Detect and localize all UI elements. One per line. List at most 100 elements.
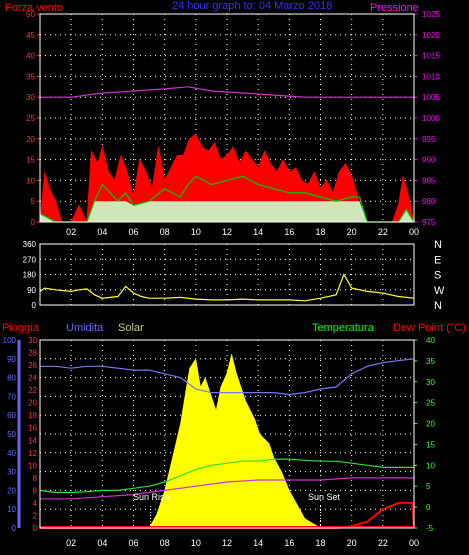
rain-tick-label: 4 [33,499,38,508]
direction-tick-label: 270 [23,255,37,264]
dew-point-line [40,477,414,500]
pressure-tick-label: 1015 [422,52,440,61]
x-tick-label-lower: 10 [191,538,201,548]
direction-tick-label: 180 [23,271,37,280]
humidity-tick-label: 90 [7,355,16,364]
temperature-tick-label: 15 [426,440,435,449]
humidity-tick-label: 20 [7,486,16,495]
humidity-tick-label: 10 [7,505,16,514]
wind-tick-label: 35 [26,72,35,81]
x-tick-label-upper: 08 [160,227,170,237]
humidity-tick-label: 40 [7,449,16,458]
x-tick-label-upper: 12 [222,227,232,237]
rain-tick-label: 20 [28,399,37,408]
chart-title: 24 hour graph to: 04 Marzo 2018 [172,0,332,12]
panel-frame [39,243,415,306]
humidity-tick-label: 30 [7,468,16,477]
humidity-line [40,358,415,396]
x-tick-label-upper: 00 [409,227,419,237]
sunrise-label: Sun Rise [133,492,170,502]
rain-axis-label: Pioggia [2,322,40,334]
temperature-line [39,458,414,494]
wind-tick-label: 5 [31,197,36,206]
rain-tick-label: 6 [33,486,38,495]
x-tick-label-upper: 04 [97,227,107,237]
rain-tick-label: 10 [28,461,37,470]
sunset-label: Sun Set [308,492,341,502]
x-tick-label-lower: 12 [222,538,232,548]
wind-tick-label: 25 [26,114,35,123]
humidity-tick-label: 0 [12,524,17,533]
humidity-tick-label: 50 [7,430,16,439]
x-tick-label-lower: 22 [378,538,388,548]
temperature-tick-label: 40 [426,336,435,345]
temperature-tick-label: 0 [426,503,431,512]
wind-light-band [40,201,414,222]
rain-tick-label: 14 [28,436,37,445]
wind-direction-panel: 0 N 90 E 180 S 270 W 360 N [23,239,445,312]
wind-tick-label: 30 [26,93,35,102]
wind-pressure-panel: 0510152025303540455097598098599099510001… [26,10,440,227]
humidity-tick-label: 100 [3,336,17,345]
x-tick-label-upper: 22 [378,227,388,237]
humidity-axis-label: Umidita [66,322,104,334]
rain-tick-label: 16 [28,424,37,433]
rain-humidity-solar-panel: 0102030405060708090100024681012141618202… [3,336,436,533]
compass-label: S [434,270,441,282]
x-tick-label-lower: 16 [284,538,294,548]
wind-tick-label: 15 [26,156,35,165]
pressure-tick-label: 1000 [422,114,440,123]
pressure-tick-label: 980 [422,197,436,206]
temperature-axis-label: Temperatura [312,322,375,334]
rain-tick-label: 12 [28,449,37,458]
pressure-tick-label: 1005 [422,93,440,102]
temperature-tick-label: 30 [426,378,435,387]
pressure-tick-label: 990 [422,156,436,165]
pressure-tick-label: 995 [422,135,436,144]
wind-tick-label: 40 [26,52,35,61]
direction-tick-label: 360 [23,240,37,249]
temperature-tick-label: 10 [426,461,435,470]
rain-tick-label: 22 [28,386,37,395]
pressure-tick-label: 1010 [422,72,440,81]
wind-axis-label: Forza vento [5,2,63,14]
rain-tick-label: 28 [28,349,37,358]
x-tick-label-upper: 02 [66,227,76,237]
wind-tick-label: 10 [26,176,35,185]
x-tick-label-lower: 06 [128,538,138,548]
x-tick-label-lower: 20 [347,538,357,548]
humidity-tick-label: 60 [7,411,16,420]
panel-frame [39,13,415,223]
x-tick-label-lower: 08 [160,538,170,548]
x-tick-label-lower: 14 [253,538,263,548]
rain-tick-label: 30 [28,336,37,345]
pressure-tick-label: 1020 [422,31,440,40]
x-tick-label-upper: 14 [253,227,263,237]
compass-label: N [434,300,442,312]
solar-axis-label: Solar [118,322,144,334]
temperature-tick-label: 35 [426,357,435,366]
x-tick-label-upper: 06 [128,227,138,237]
x-tick-label-upper: 18 [315,227,325,237]
wind-direction-line [39,273,415,302]
compass-label: N [434,239,442,251]
temperature-tick-label: 5 [426,482,431,491]
x-tick-label-lower: 18 [315,538,325,548]
compass-label: W [434,285,445,297]
pressure-tick-label: 985 [422,176,436,185]
dewpoint-axis-label: Dew Point (°C) [393,322,466,334]
rain-tick-label: 24 [28,374,37,383]
compass-label: E [434,254,441,266]
wind-tick-label: 50 [26,10,35,19]
temperature-tick-label: 25 [426,399,435,408]
x-tick-label-upper: 16 [284,227,294,237]
pressure-line [40,86,414,98]
direction-tick-label: 90 [27,286,36,295]
direction-tick-label: 0 [32,301,37,310]
rain-tick-label: 26 [28,361,37,370]
humidity-tick-label: 70 [7,392,16,401]
rain-tick-label: 2 [33,511,38,520]
rain-tick-label: 18 [28,411,37,420]
x-tick-label-lower: 04 [97,538,107,548]
